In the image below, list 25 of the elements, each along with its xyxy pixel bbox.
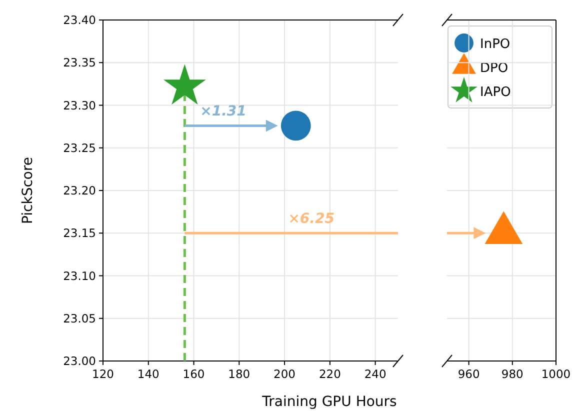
y-tick-label: 23.30 — [63, 98, 96, 112]
y-tick-label: 23.00 — [63, 354, 96, 368]
y-tick-label: 23.35 — [63, 56, 96, 70]
x-tick-label: 200 — [274, 367, 296, 381]
x-axis-title: Training GPU Hours — [261, 394, 397, 410]
x-tick-label: 140 — [137, 367, 160, 381]
legend-label: IAPO — [480, 85, 511, 100]
y-tick-label: 23.10 — [63, 268, 96, 283]
x-tick-label: 960 — [458, 367, 480, 381]
annotation: ×1.31 — [200, 104, 246, 120]
x-tick-label: 240 — [364, 367, 386, 381]
y-tick-label: 23.15 — [63, 226, 96, 240]
y-tick-label: 23.20 — [63, 184, 96, 198]
annotation: ×6.25 — [288, 211, 335, 228]
y-tick-label: 23.05 — [63, 311, 96, 326]
x-tick-label: 160 — [182, 367, 205, 381]
x-tick-label: 120 — [92, 367, 114, 381]
x-tick-label: 220 — [318, 367, 341, 381]
x-tick-label: 980 — [501, 367, 524, 381]
x-tick-label: 1000 — [541, 367, 571, 381]
y-tick-label: 23.40 — [63, 13, 96, 27]
x-tick-label: 180 — [228, 367, 250, 381]
y-axis-title: PickScore — [20, 156, 36, 224]
legend-label: InPO — [480, 37, 510, 52]
y-tick-label: 23.25 — [63, 140, 96, 155]
